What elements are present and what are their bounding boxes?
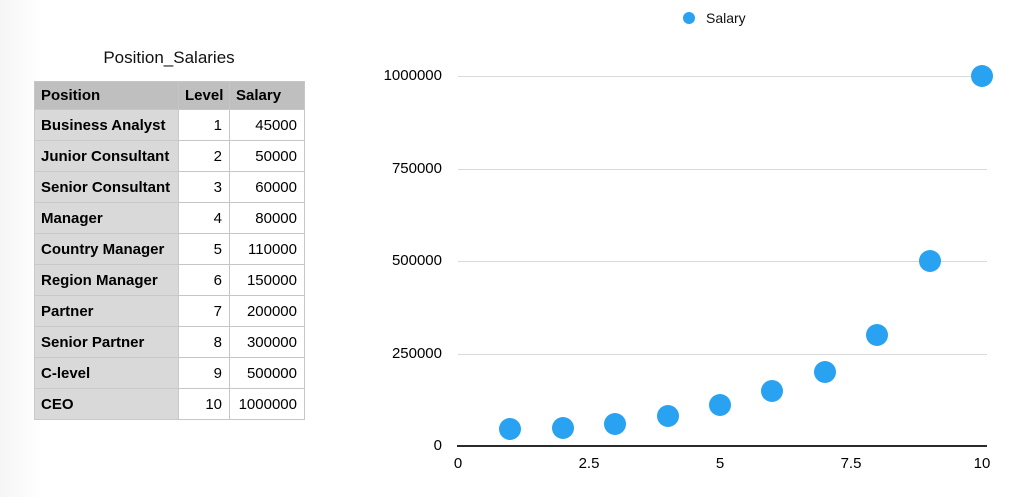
- cell-salary: 150000: [229, 264, 305, 296]
- col-header-position: Position: [34, 81, 179, 110]
- cell-level: 10: [178, 388, 230, 420]
- y-axis-tick-label: 250000: [391, 345, 442, 362]
- cell-salary: 500000: [229, 357, 305, 389]
- col-header-level: Level: [178, 81, 230, 110]
- cell-level: 3: [178, 171, 230, 203]
- cell-salary: 110000: [229, 233, 305, 265]
- cell-level: 4: [178, 202, 230, 234]
- data-point: [552, 417, 574, 439]
- data-point: [657, 405, 679, 427]
- cell-salary: 1000000: [229, 388, 305, 420]
- gridline: [458, 261, 987, 262]
- cell-salary: 80000: [229, 202, 305, 234]
- cell-position: Partner: [34, 295, 179, 327]
- cell-position: C-level: [34, 357, 179, 389]
- data-point: [604, 413, 626, 435]
- gridline: [458, 169, 987, 170]
- cell-level: 5: [178, 233, 230, 265]
- table-header: Position Level Salary: [34, 81, 305, 110]
- cell-salary: 50000: [229, 140, 305, 172]
- col-header-salary: Salary: [229, 81, 305, 110]
- data-point: [709, 394, 731, 416]
- cell-level: 2: [178, 140, 230, 172]
- x-axis-tick-label: 5: [715, 455, 725, 472]
- legend-label: Salary: [706, 10, 746, 26]
- cell-position: Senior Consultant: [34, 171, 179, 203]
- cell-salary: 45000: [229, 109, 305, 141]
- gridline: [458, 354, 987, 355]
- data-point: [499, 418, 521, 440]
- x-axis-line: [457, 445, 987, 447]
- y-axis-tick-label: 500000: [391, 252, 442, 269]
- y-axis-tick-label: 750000: [391, 160, 442, 177]
- cell-level: 6: [178, 264, 230, 296]
- table-row: Partner 7 200000: [34, 295, 305, 327]
- table-row: Business Analyst 1 45000: [34, 109, 305, 141]
- table-row: C-level 9 500000: [34, 357, 305, 389]
- data-point: [919, 250, 941, 272]
- data-point: [971, 65, 993, 87]
- position-salaries-table: Position Level Salary Business Analyst 1 4…: [34, 81, 305, 420]
- table-row: Junior Consultant 2 50000: [34, 140, 305, 172]
- y-axis-tick-label: 0: [433, 437, 442, 454]
- cell-position: CEO: [34, 388, 179, 420]
- data-point: [866, 324, 888, 346]
- cell-level: 8: [178, 326, 230, 358]
- cell-position: Junior Consultant: [34, 140, 179, 172]
- cell-position: Senior Partner: [34, 326, 179, 358]
- cell-position: Country Manager: [34, 233, 179, 265]
- chart-legend: Salary: [683, 5, 746, 31]
- cell-salary: 300000: [229, 326, 305, 358]
- cell-salary: 200000: [229, 295, 305, 327]
- table-row: Country Manager 5 110000: [34, 233, 305, 265]
- legend-marker-icon: [683, 12, 695, 24]
- table-body: Business Analyst 1 45000 Junior Consultant 2…: [34, 109, 305, 420]
- cell-position: Manager: [34, 202, 179, 234]
- cell-level: 7: [178, 295, 230, 327]
- table-row: Senior Partner 8 300000: [34, 326, 305, 358]
- cell-position: Business Analyst: [34, 109, 179, 141]
- x-axis-tick-label: 7.5: [840, 455, 862, 472]
- y-axis-tick-label: 1000000: [383, 67, 442, 84]
- table-title: Position_Salaries: [103, 48, 235, 67]
- table-row: CEO 10 1000000: [34, 388, 305, 420]
- table-row: Region Manager 6 150000: [34, 264, 305, 296]
- table-row: Senior Consultant 3 60000: [34, 171, 305, 203]
- data-point: [814, 361, 836, 383]
- x-axis-tick-label: 10: [973, 455, 991, 472]
- table-header-row: Position Level Salary: [34, 81, 305, 110]
- table-row: Manager 4 80000: [34, 202, 305, 234]
- x-axis-tick-label: 0: [453, 455, 463, 472]
- x-axis-tick-label: 2.5: [578, 455, 600, 472]
- cell-position: Region Manager: [34, 264, 179, 296]
- cell-level: 1: [178, 109, 230, 141]
- cell-salary: 60000: [229, 171, 305, 203]
- data-point: [761, 380, 783, 402]
- cell-level: 9: [178, 357, 230, 389]
- gridline: [458, 76, 987, 77]
